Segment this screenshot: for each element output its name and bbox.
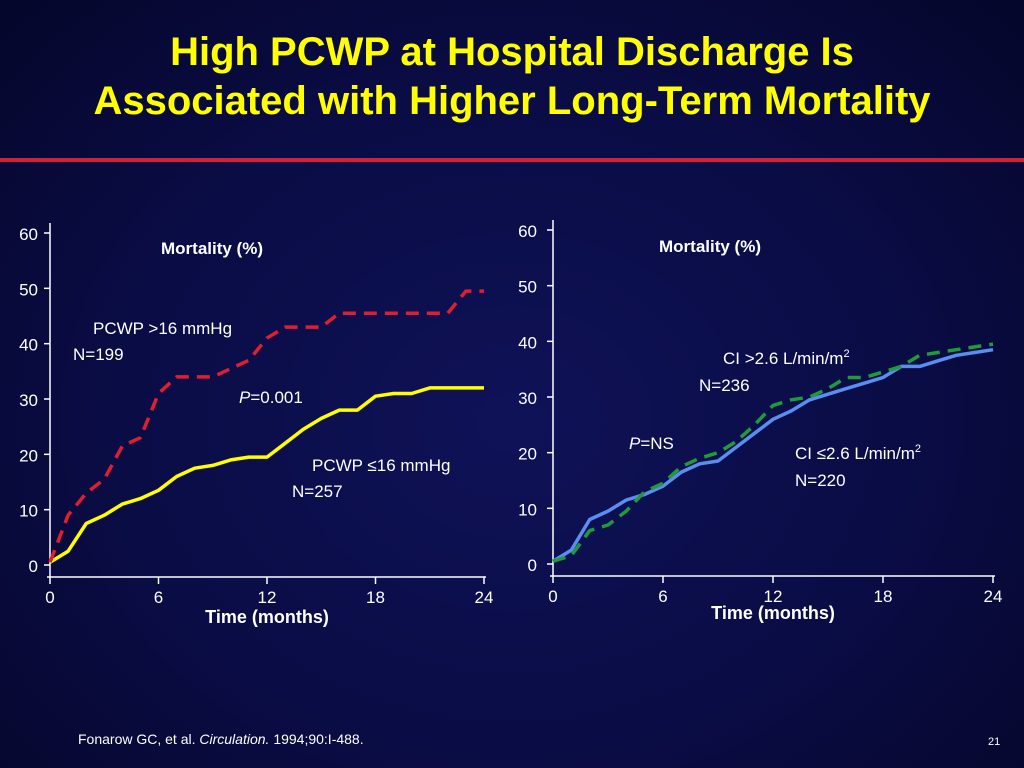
series-label-ci-high-text: CI >2.6 L/min/m — [723, 349, 844, 368]
title-line-1: High PCWP at Hospital Discharge Is — [170, 30, 854, 74]
y-tick-label: 10 — [518, 500, 537, 519]
title-divider — [0, 158, 1024, 162]
pvalue-value-2: =NS — [640, 434, 674, 453]
chart-pcwp: 0 10 20 30 40 50 60 0 6 12 18 24 Mortality (%) Time (… — [19, 223, 493, 627]
x-tick-label: 6 — [658, 587, 667, 606]
series-label-ci-low-text: CI ≤2.6 L/min/m — [795, 444, 915, 463]
footer-ref: 1994;90:I-488. — [273, 731, 364, 747]
y-axis-title: Mortality (%) — [659, 237, 761, 256]
series-n-pcwp-low: N=257 — [292, 482, 343, 501]
x-tick-label: 24 — [984, 587, 1003, 606]
series-n-ci-low: N=220 — [795, 471, 846, 490]
slide-title: High PCWP at Hospital Discharge Is Assoc… — [0, 28, 1024, 126]
chart-ci: 0 10 20 30 40 50 60 0 6 12 18 24 Mortality (%) Time (… — [518, 220, 1002, 623]
series-n-ci-high: N=236 — [699, 376, 750, 395]
y-tick-label: 50 — [19, 280, 38, 299]
y-tick-label: 40 — [19, 336, 38, 355]
x-tick-label: 18 — [874, 587, 893, 606]
y-tick-label: 30 — [19, 391, 38, 410]
title-line-2: Associated with Higher Long-Term Mortali… — [93, 79, 931, 123]
series-line-0 — [552, 347, 994, 563]
y-tick-label: 60 — [518, 222, 537, 241]
y-tick-label: 40 — [518, 333, 537, 352]
y-tick-label: 20 — [19, 446, 38, 465]
x-tick-label: 12 — [258, 588, 277, 607]
x-axis-title: Time (months) — [205, 607, 329, 627]
x-tick-label: 24 — [475, 588, 494, 607]
x-tick-label: 6 — [154, 588, 163, 607]
y-tick-label: 50 — [518, 278, 537, 297]
pvalue-italic-p: P — [239, 388, 251, 407]
y-tick-label: 10 — [19, 502, 38, 521]
series-label-pcwp-high: PCWP >16 mmHg — [93, 319, 233, 338]
x-tick-label: 18 — [366, 588, 385, 607]
y-tick-label: 0 — [528, 556, 537, 575]
series-label-ci-high: CI >2.6 L/min/m2 — [723, 348, 850, 369]
series-line-0 — [48, 289, 484, 563]
y-tick-label: 0 — [29, 557, 38, 576]
y-tick-label: 20 — [518, 445, 537, 464]
series-label-ci-high-sup: 2 — [843, 348, 850, 360]
series-line-1 — [552, 342, 994, 563]
footer-citation: Fonarow GC, et al. Circulation. 1994;90:… — [78, 731, 364, 747]
series-label-ci-low-sup: 2 — [914, 443, 921, 455]
x-tick-label: 0 — [45, 588, 54, 607]
page-number: 21 — [988, 736, 1001, 748]
y-tick-label: 30 — [518, 389, 537, 408]
series-label-pcwp-low: PCWP ≤16 mmHg — [312, 456, 451, 475]
footer-journal: Circulation. — [199, 731, 270, 747]
y-tick-label: 60 — [19, 225, 38, 244]
footer-authors: Fonarow GC, et al. — [78, 731, 196, 747]
x-axis-title: Time (months) — [711, 603, 835, 623]
y-axis-title: Mortality (%) — [161, 239, 263, 258]
series-n-pcwp-high: N=199 — [73, 345, 124, 364]
series-label-ci-low: CI ≤2.6 L/min/m2 — [795, 443, 921, 464]
x-tick-label: 12 — [764, 587, 783, 606]
pvalue-chart-2: P=NS — [629, 434, 674, 454]
series-line-1 — [49, 386, 484, 564]
x-tick-label: 0 — [548, 587, 557, 606]
pvalue-value: =0.001 — [250, 388, 303, 407]
pvalue-italic-p-2: P — [629, 434, 641, 453]
pvalue-chart-1: P=0.001 — [239, 388, 303, 408]
